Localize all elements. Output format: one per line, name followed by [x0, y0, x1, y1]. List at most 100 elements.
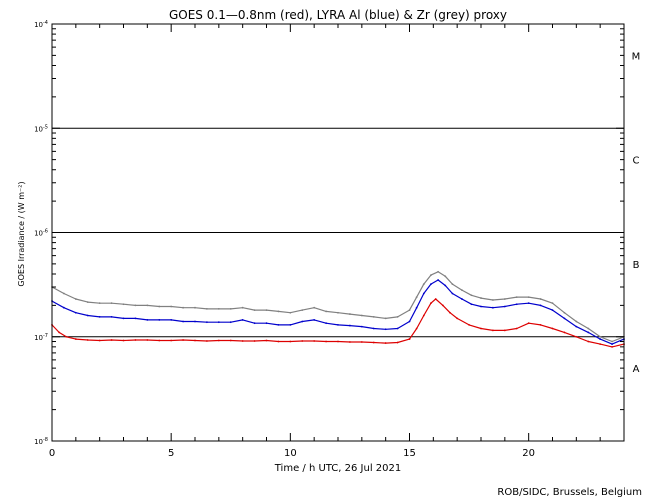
data-point — [265, 339, 268, 342]
data-point — [575, 325, 578, 328]
data-point — [575, 320, 578, 323]
data-point — [408, 338, 411, 340]
data-point — [372, 327, 375, 330]
series-line-0 — [51, 271, 625, 343]
x-axis-label: Time / h UTC, 26 Jul 2021 — [274, 463, 402, 474]
y-tick-label: 10-8 — [34, 437, 48, 446]
data-point — [515, 327, 518, 330]
data-point — [360, 314, 363, 317]
data-point — [301, 320, 304, 323]
data-point — [611, 345, 613, 348]
data-point — [63, 292, 65, 295]
data-point — [146, 339, 149, 341]
data-point — [74, 338, 77, 340]
data-point — [170, 339, 173, 342]
data-point — [277, 340, 280, 343]
data-point — [194, 339, 196, 342]
data-point — [158, 305, 161, 308]
data-point — [408, 309, 411, 312]
data-point — [539, 304, 542, 307]
y-tick-base: 10 — [34, 230, 43, 238]
data-point — [480, 305, 482, 308]
data-point — [430, 274, 432, 277]
y-tick-base: 10 — [34, 334, 43, 342]
data-point — [441, 304, 444, 307]
data-point — [611, 340, 613, 343]
credit-text: ROB/SIDC, Brussels, Belgium — [497, 487, 642, 498]
data-point — [551, 302, 554, 305]
data-point — [599, 335, 602, 338]
data-point — [182, 306, 184, 309]
data-point — [434, 298, 437, 300]
data-point — [158, 339, 161, 342]
flare-class-label: A — [633, 364, 640, 375]
data-point — [241, 306, 244, 309]
data-point — [503, 305, 506, 308]
data-point — [444, 275, 447, 278]
data-point — [217, 321, 220, 324]
data-point — [451, 292, 454, 295]
series-2 — [51, 298, 625, 348]
x-tick-label: 20 — [522, 448, 535, 459]
data-point — [110, 302, 113, 305]
data-point — [289, 323, 292, 326]
data-point — [599, 343, 602, 346]
flare-class-label: C — [633, 156, 640, 167]
data-point — [229, 307, 232, 310]
data-point — [277, 323, 280, 326]
data-point — [539, 298, 542, 300]
data-point — [422, 283, 425, 285]
data-point — [503, 329, 506, 332]
data-point — [372, 341, 375, 344]
data-point — [396, 327, 399, 330]
x-tick-label: 10 — [284, 448, 297, 459]
data-point — [325, 322, 327, 325]
data-point — [194, 306, 196, 309]
data-point — [86, 301, 89, 303]
x-tick-label: 15 — [403, 448, 416, 459]
data-point — [551, 309, 554, 312]
data-point — [122, 317, 125, 320]
data-point — [515, 303, 518, 306]
data-point — [265, 309, 268, 312]
data-point — [563, 311, 566, 314]
plot-area — [52, 127, 624, 338]
data-point — [277, 310, 280, 313]
data-point — [551, 327, 554, 330]
data-point — [396, 341, 399, 344]
data-point — [470, 294, 473, 297]
data-point — [313, 340, 316, 342]
data-point — [503, 298, 506, 300]
data-point — [241, 340, 244, 342]
data-point — [337, 323, 339, 326]
data-point — [289, 311, 292, 314]
data-point — [134, 339, 137, 341]
data-point — [515, 296, 518, 299]
data-point — [122, 339, 125, 342]
y-tick-label: 10-7 — [34, 333, 48, 342]
data-point — [422, 314, 425, 317]
data-point — [437, 279, 439, 281]
y-tick-exponent: -6 — [43, 229, 48, 235]
data-point — [98, 339, 101, 342]
y-tick-label: 10-4 — [34, 20, 48, 29]
data-point — [158, 319, 161, 321]
data-point — [134, 304, 137, 307]
data-point — [170, 319, 173, 321]
data-point — [217, 339, 220, 342]
data-point — [63, 306, 65, 309]
data-point — [253, 309, 256, 312]
data-point — [360, 325, 363, 328]
data-point — [98, 316, 101, 318]
data-point — [587, 327, 590, 330]
data-point — [430, 283, 432, 285]
data-point — [527, 322, 530, 325]
data-point — [74, 311, 77, 314]
data-point — [384, 328, 387, 331]
data-point — [325, 310, 327, 313]
data-point — [253, 340, 256, 342]
data-point — [461, 289, 463, 292]
data-point — [229, 321, 232, 324]
y-tick-base: 10 — [34, 438, 43, 446]
data-point — [229, 339, 232, 342]
